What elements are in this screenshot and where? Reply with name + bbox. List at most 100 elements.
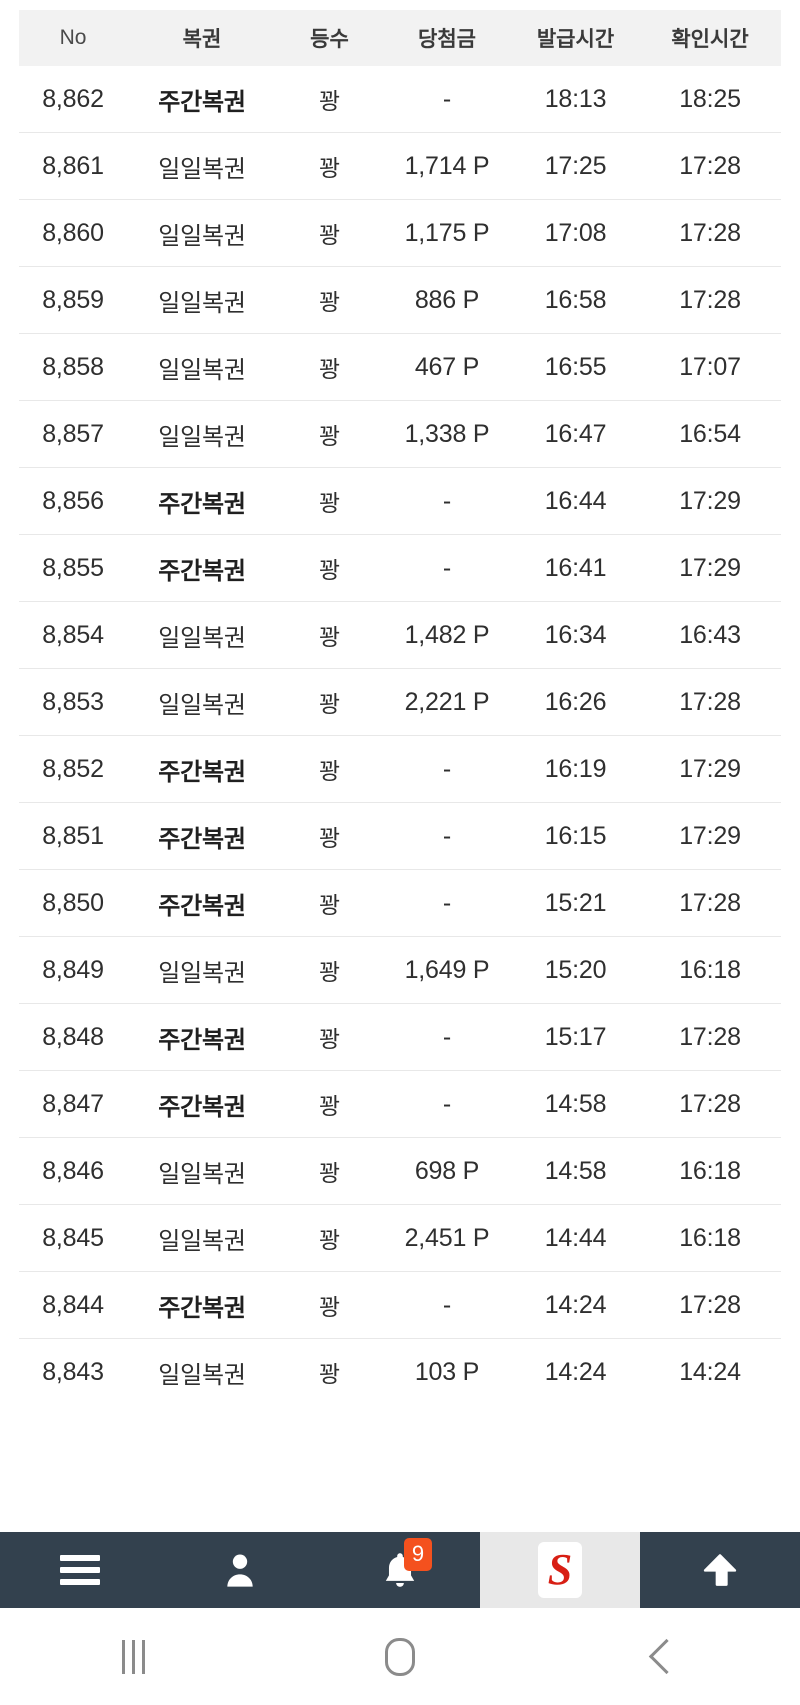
cell-lottery-type: 주간복권 [127,1271,277,1339]
android-back-button[interactable] [533,1638,800,1675]
cell-issue-time: 14:58 [512,1070,639,1138]
cell-no: 8,849 [19,936,127,1004]
cell-issue-time: 16:44 [512,467,639,535]
column-header-check-time[interactable]: 확인시간 [639,10,781,66]
cell-no: 8,844 [19,1271,127,1339]
cell-rank: 꽝 [277,869,382,937]
cell-rank: 꽝 [277,1003,382,1071]
table-row[interactable]: 8,844 주간복권 꽝 -14:24 17:28 [19,1271,781,1339]
cell-check-time: 17:29 [639,534,781,602]
cell-check-time: 17:07 [639,333,781,401]
column-header-issue-time[interactable]: 발급시간 [512,10,639,66]
table-row[interactable]: 8,857 일일복권 꽝 1,338 P 16:47 16:54 [19,400,781,468]
column-header-no[interactable]: No [19,10,127,66]
cell-prize: - [382,869,512,937]
cell-lottery-type: 일일복권 [127,199,277,267]
cell-issue-time: 17:08 [512,199,639,267]
table-row[interactable]: 8,849 일일복권 꽝 1,649 P 15:20 16:18 [19,936,781,1004]
cell-check-time: 16:43 [639,601,781,669]
cell-rank: 꽝 [277,668,382,736]
table-row[interactable]: 8,846 일일복권 꽝 698 P 14:58 16:18 [19,1137,781,1205]
cell-check-time: 16:18 [639,1137,781,1205]
notifications-button[interactable]: 9 [320,1532,480,1608]
brand-home-button[interactable]: S [480,1532,640,1608]
table-row[interactable]: 8,861 일일복권 꽝 1,714 P 17:25 17:28 [19,132,781,200]
cell-issue-time: 14:44 [512,1204,639,1272]
column-header-lottery[interactable]: 복권 [127,10,277,66]
table-row[interactable]: 8,847 주간복권 꽝 -14:58 17:28 [19,1070,781,1138]
cell-prize: 1,482 P [382,601,512,669]
person-icon [227,1554,253,1587]
table-row[interactable]: 8,853 일일복권 꽝 2,221 P 16:26 17:28 [19,668,781,736]
table-row[interactable]: 8,858 일일복권 꽝 467 P 16:55 17:07 [19,333,781,401]
cell-no: 8,850 [19,869,127,937]
table-row[interactable]: 8,848 주간복권 꽝 -15:17 17:28 [19,1003,781,1071]
cell-lottery-type: 주간복권 [158,88,246,116]
recents-icon [121,1639,145,1674]
table-row[interactable]: 8,852 주간복권 꽝 -16:19 17:29 [19,735,781,803]
cell-issue-time: 16:19 [512,735,639,803]
cell-check-time: 17:28 [639,266,781,334]
cell-issue-time: 16:34 [512,601,639,669]
table-row[interactable]: 8,856 주간복권 꽝 -16:44 17:29 [19,467,781,535]
table-row[interactable]: 8,845 일일복권 꽝 2,451 P 14:44 16:18 [19,1204,781,1272]
cell-rank: 꽝 [277,266,382,334]
cell-issue-time: 15:21 [512,869,639,937]
cell-lottery-type: 일일복권 [127,266,277,334]
cell-lottery-type: 일일복권 [127,1137,277,1205]
table-row[interactable]: 8,851 주간복권 꽝 -16:15 17:29 [19,802,781,870]
table-row[interactable]: 8,855 주간복권 꽝 -16:41 17:29 [19,534,781,602]
cell-lottery-type: 주간복권 [127,869,277,937]
cell-no: 8,857 [19,400,127,468]
cell-lottery-type: 일일복권 [127,400,277,468]
cell-issue-time: 16:41 [512,534,639,602]
cell-no: 8,855 [19,534,127,602]
cell-no: 8,860 [19,199,127,267]
cell-check-time: 17:28 [639,1070,781,1138]
scroll-top-button[interactable] [640,1532,800,1608]
table-row[interactable]: 8,862 주간복권 꽝 - 18:13 18:25 [19,66,781,133]
profile-button[interactable] [160,1532,320,1608]
cell-issue-time: 16:55 [512,333,639,401]
cell-no: 8,851 [19,802,127,870]
cell-issue-time: 17:25 [512,132,639,200]
hamburger-menu-icon [60,1555,100,1585]
table-row[interactable]: 8,843 일일복권 꽝 103 P 14:24 14:24 [19,1338,781,1405]
cell-no: 8,862 [42,84,104,113]
cell-prize: 1,175 P [382,199,512,267]
cell-issue-time: 15:17 [512,1003,639,1071]
cell-check-time: 17:29 [639,467,781,535]
cell-prize: - [382,735,512,803]
table-row[interactable]: 8,859 일일복권 꽝 886 P 16:58 17:28 [19,266,781,334]
cell-prize: - [382,802,512,870]
android-recents-button[interactable] [0,1639,267,1674]
column-header-prize[interactable]: 당첨금 [382,10,512,66]
cell-no: 8,853 [19,668,127,736]
cell-prize: - [382,534,512,602]
cell-prize: 1,714 P [382,132,512,200]
table-header: No 복권 등수 당첨금 발급시간 확인시간 [19,10,781,66]
cell-prize: - [382,1070,512,1138]
cell-rank: 꽝 [277,1204,382,1272]
back-icon [648,1638,685,1675]
table-row[interactable]: 8,850 주간복권 꽝 -15:21 17:28 [19,869,781,937]
cell-check-time: 18:25 [679,84,741,113]
cell-check-time: 17:28 [639,1003,781,1071]
cell-no: 8,848 [19,1003,127,1071]
table-row[interactable]: 8,860 일일복권 꽝 1,175 P 17:08 17:28 [19,199,781,267]
cell-no: 8,847 [19,1070,127,1138]
cell-rank: 꽝 [277,936,382,1004]
cell-lottery-type: 일일복권 [127,1204,277,1272]
cell-lottery-type: 주간복권 [127,802,277,870]
cell-check-time: 17:29 [639,802,781,870]
table-row[interactable]: 8,854 일일복권 꽝 1,482 P 16:34 16:43 [19,601,781,669]
menu-button[interactable] [0,1532,160,1608]
cell-no: 8,856 [19,467,127,535]
column-header-rank[interactable]: 등수 [277,10,382,66]
notification-badge: 9 [403,1538,433,1571]
android-home-button[interactable] [267,1637,534,1676]
cell-rank: 꽝 [277,1070,382,1138]
cell-prize: 698 P [382,1137,512,1205]
cell-no: 8,846 [19,1137,127,1205]
